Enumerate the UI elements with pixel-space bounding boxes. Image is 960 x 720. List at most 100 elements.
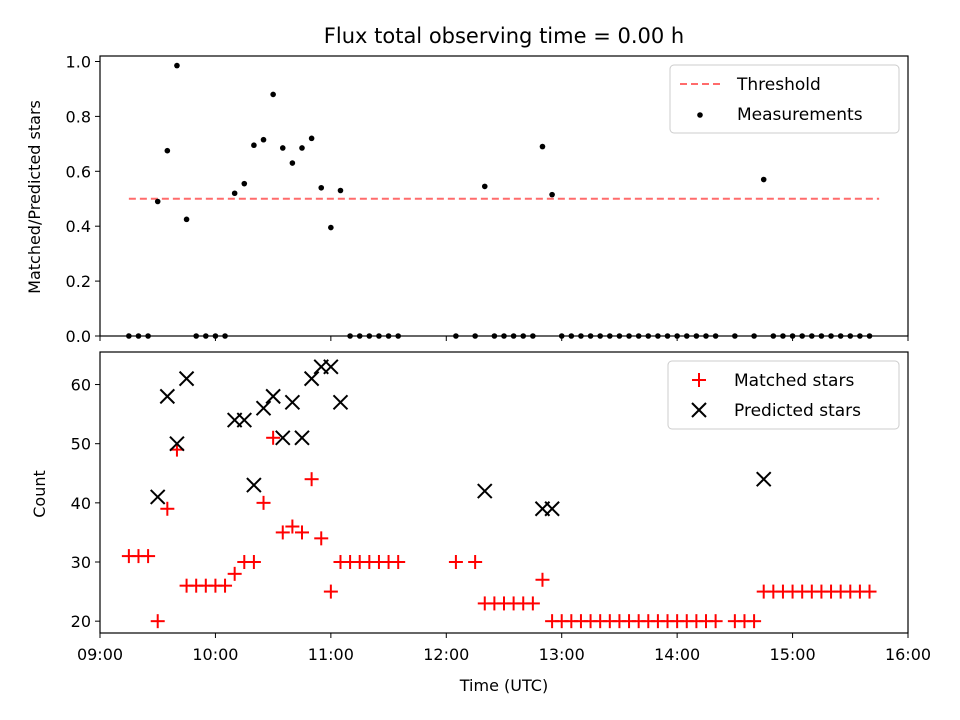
predicted-star-point <box>236 412 252 428</box>
predicted-star-point <box>294 430 310 446</box>
top-y-tick-label: 0.4 <box>66 217 91 236</box>
measurement-point <box>308 135 315 142</box>
bottom-y-tick-label: 20 <box>71 612 91 631</box>
predicted-star-point <box>477 483 493 499</box>
measurement-point <box>251 142 257 149</box>
matched-star-point <box>160 501 175 516</box>
matched-star-point <box>304 472 319 487</box>
bottom-legend: Matched stars Predicted stars <box>667 360 900 430</box>
x-tick-label: 15:00 <box>770 645 816 664</box>
predicted-star-point <box>275 430 291 446</box>
count-panel: Count Time (UTC) 20 30 40 50 60 09:00 10:00 11… <box>30 351 931 695</box>
top-y-tick-label: 0.8 <box>66 107 91 126</box>
matched-star-point <box>218 578 233 593</box>
legend-threshold-label: Threshold <box>736 75 821 95</box>
bottom-y-tick-label: 50 <box>71 435 91 454</box>
measurement-point <box>241 180 248 187</box>
x-tick-label: 09:00 <box>77 645 123 664</box>
bottom-y-tick-label: 60 <box>71 376 91 395</box>
bottom-x-ticks: 09:00 10:00 11:00 12:00 13:00 14:00 15:00 16:00 <box>77 633 931 664</box>
predicted-star-point <box>756 471 772 487</box>
top-legend: Threshold Measurements <box>669 64 900 134</box>
measurement-point <box>260 136 267 143</box>
matched-star-point <box>708 614 723 629</box>
matched-star-point <box>141 549 156 564</box>
measurement-point <box>270 91 276 98</box>
x-tick-label: 12:00 <box>423 645 469 664</box>
top-plot-area <box>126 62 880 339</box>
predicted-star-point <box>332 394 349 410</box>
matched-star-point <box>468 555 483 570</box>
bottom-y-tick-label: 30 <box>71 553 91 572</box>
legend-predicted-label: Predicted stars <box>734 401 861 421</box>
top-y-ticks: 0.0 0.2 0.4 0.6 0.8 1.0 <box>66 52 100 346</box>
matched-star-point <box>314 531 329 546</box>
legend-measurements-swatch <box>697 112 703 118</box>
matched-star-point <box>227 566 242 581</box>
predicted-star-point <box>255 400 272 416</box>
predicted-star-point <box>303 370 320 387</box>
measurement-point <box>539 143 546 150</box>
x-axis-label: Time (UTC) <box>459 676 548 695</box>
top-y-tick-label: 1.0 <box>66 52 91 71</box>
predicted-star-point <box>150 489 166 505</box>
measurement-point <box>318 184 325 191</box>
measurement-point <box>154 198 161 205</box>
matched-star-point <box>323 584 338 599</box>
matched-star-point <box>295 525 309 540</box>
x-tick-label: 13:00 <box>539 645 585 664</box>
predicted-star-point <box>265 388 281 405</box>
x-tick-label: 16:00 <box>885 645 931 664</box>
bottom-plot-area <box>121 359 877 629</box>
measurement-point <box>328 224 334 231</box>
x-tick-label: 10:00 <box>192 645 238 664</box>
predicted-star-point <box>159 388 176 405</box>
legend-measurements-label: Measurements <box>737 105 863 125</box>
matched-star-point <box>150 614 165 629</box>
measurement-point <box>337 187 344 194</box>
matched-star-point <box>285 519 300 534</box>
matched-star-point <box>256 495 271 510</box>
top-axes-frame <box>99 55 909 337</box>
legend-matched-label: Matched stars <box>734 371 854 391</box>
predicted-star-point <box>246 477 262 493</box>
predicted-star-point <box>169 435 185 452</box>
top-x-ticks <box>99 336 909 341</box>
matched-star-point <box>525 596 540 611</box>
top-y-tick-label: 0.2 <box>66 272 91 291</box>
matched-star-point <box>747 614 762 629</box>
bottom-y-axis-label: Count <box>30 470 49 518</box>
matched-star-point <box>266 430 281 445</box>
predicted-star-point <box>544 501 560 517</box>
measurement-point <box>183 216 190 223</box>
x-tick-label: 14:00 <box>654 645 700 664</box>
measurement-point <box>289 160 296 166</box>
predicted-star-point <box>323 359 339 375</box>
legend-matched-swatch <box>692 373 706 387</box>
top-y-axis-label: Matched/Predicted stars <box>25 100 44 294</box>
matched-star-point <box>246 555 261 570</box>
bottom-y-tick-label: 40 <box>71 494 91 513</box>
measurement-point <box>174 62 180 69</box>
predicted-star-point <box>178 370 195 387</box>
chart-title: Flux total observing time = 0.00 h <box>324 24 684 48</box>
top-y-tick-label: 0.0 <box>66 327 91 346</box>
measurement-point <box>279 145 286 151</box>
matched-star-point <box>448 555 463 570</box>
measurement-point <box>231 190 238 197</box>
bottom-y-ticks: 20 30 40 50 60 <box>71 376 100 631</box>
matched-star-point <box>862 584 877 599</box>
measurement-point <box>164 147 171 154</box>
top-y-tick-label: 0.6 <box>66 162 91 181</box>
matched-star-point <box>275 525 290 540</box>
legend-predicted-swatch <box>691 402 707 418</box>
ratio-panel: Flux total observing time = 0.00 h Match… <box>25 24 909 346</box>
measurement-point <box>299 145 305 151</box>
predicted-star-point <box>284 394 301 410</box>
matched-star-point <box>391 555 406 570</box>
matched-star-point <box>535 572 550 587</box>
bottom-axes-frame <box>99 351 909 634</box>
bottom-legend-box <box>667 360 900 430</box>
measurement-point <box>481 183 488 190</box>
